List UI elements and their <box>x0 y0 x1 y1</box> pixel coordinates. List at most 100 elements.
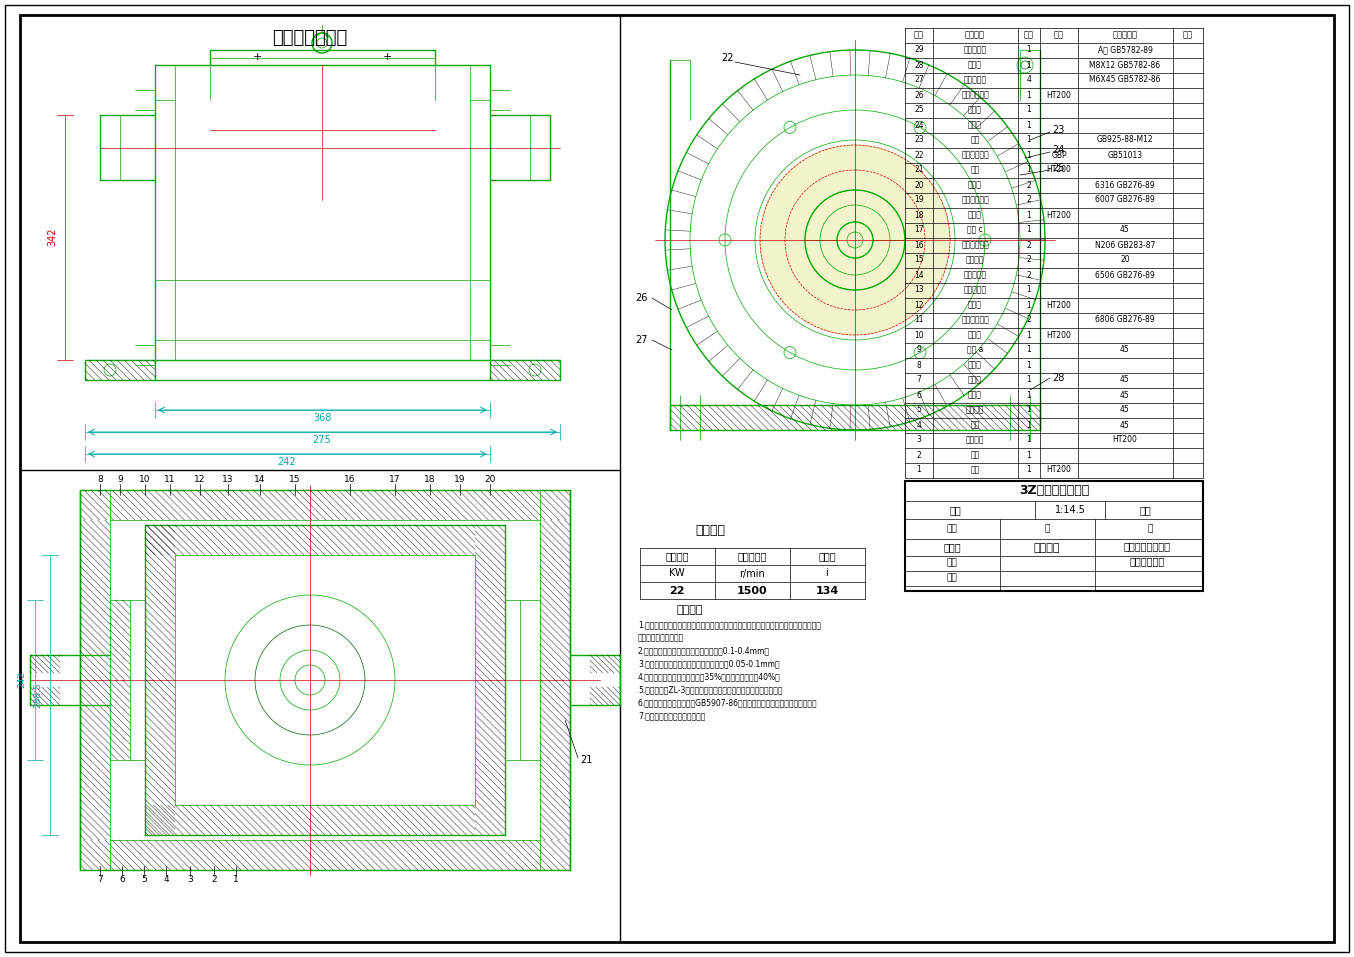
Bar <box>145 525 175 835</box>
Text: 圆柱滚子轴承: 圆柱滚子轴承 <box>961 240 988 250</box>
Text: 1: 1 <box>1026 46 1032 55</box>
Text: 6.减速箱用螺栓连接时，按GB5907-86执行，箱体和箱盖连接处应保证密封。: 6.减速箱用螺栓连接时，按GB5907-86执行，箱体和箱盖连接处应保证密封。 <box>638 699 818 707</box>
Bar <box>80 490 570 520</box>
Text: 6506 GB276-89: 6506 GB276-89 <box>1095 271 1155 279</box>
Text: 21: 21 <box>914 166 923 174</box>
Text: 14: 14 <box>914 271 923 279</box>
Text: 28: 28 <box>914 60 923 70</box>
Text: 45: 45 <box>1120 390 1129 399</box>
Text: 242: 242 <box>278 457 297 467</box>
Text: 1: 1 <box>1026 361 1032 369</box>
Text: 1: 1 <box>1026 375 1032 385</box>
Text: 圆锥滚子轴承: 圆锥滚子轴承 <box>961 91 988 100</box>
Text: 45: 45 <box>1120 406 1129 414</box>
Bar <box>475 525 505 835</box>
Text: 1: 1 <box>1026 406 1032 414</box>
Text: 图号: 图号 <box>946 524 957 533</box>
Text: 1: 1 <box>1026 136 1032 145</box>
Text: A级 GB5782-89: A级 GB5782-89 <box>1098 46 1152 55</box>
Text: 134: 134 <box>815 586 838 595</box>
Bar <box>80 840 570 870</box>
Text: 毕业设计: 毕业设计 <box>1033 543 1060 553</box>
Text: 5: 5 <box>141 876 146 884</box>
Text: 圆柱滚子轴承: 圆柱滚子轴承 <box>961 316 988 324</box>
Text: 3.滚动轴承的安装应符合规定，轴承游隙为0.05-0.1mm。: 3.滚动轴承的安装应符合规定，轴承游隙为0.05-0.1mm。 <box>638 659 780 669</box>
Text: 8: 8 <box>97 476 103 484</box>
Text: 6: 6 <box>119 876 125 884</box>
Text: 1: 1 <box>1026 330 1032 340</box>
Text: 件号: 件号 <box>914 31 923 39</box>
Text: 1: 1 <box>1026 105 1032 115</box>
Text: 大端盖: 大端盖 <box>968 60 982 70</box>
Text: 14: 14 <box>255 476 265 484</box>
Text: 23: 23 <box>1052 125 1064 135</box>
Text: 1: 1 <box>1026 60 1032 70</box>
Text: 行星轮轴: 行星轮轴 <box>965 406 984 414</box>
Text: 3: 3 <box>187 876 192 884</box>
Text: 15: 15 <box>290 476 301 484</box>
Text: 12: 12 <box>914 300 923 309</box>
Text: 密封垫片组件: 密封垫片组件 <box>961 150 988 160</box>
Text: GBP: GBP <box>1051 150 1067 160</box>
Text: 9: 9 <box>118 476 123 484</box>
Text: 13: 13 <box>914 285 923 295</box>
Text: 圆锥滚子轴承: 圆锥滚子轴承 <box>961 195 988 205</box>
Text: 1: 1 <box>1026 390 1032 399</box>
Text: 23: 23 <box>914 136 923 145</box>
Text: 17: 17 <box>389 476 401 484</box>
Text: 5: 5 <box>917 406 922 414</box>
Text: 1: 1 <box>1026 150 1032 160</box>
Text: 288.5: 288.5 <box>34 682 42 708</box>
Text: 行星齿轮: 行星齿轮 <box>965 435 984 444</box>
Text: 4.减速器运转时，油温升不超过35%，轴承温升不超过40%。: 4.减速器运转时，油温升不超过35%，轴承温升不超过40%。 <box>638 673 781 681</box>
Text: 2: 2 <box>1026 316 1032 324</box>
Text: 3: 3 <box>917 435 922 444</box>
Text: 端盖: 端盖 <box>971 166 980 174</box>
Text: 2: 2 <box>1026 240 1032 250</box>
Text: 1500: 1500 <box>737 586 768 595</box>
Text: 机械设计二班: 机械设计二班 <box>1129 556 1164 566</box>
Text: 16: 16 <box>914 240 923 250</box>
Text: 密封圈: 密封圈 <box>968 105 982 115</box>
Bar <box>670 405 1040 430</box>
Text: 18: 18 <box>424 476 436 484</box>
Text: 368: 368 <box>313 413 332 423</box>
Text: 批准: 批准 <box>946 573 957 583</box>
Text: 3Z行星齿轮减速器: 3Z行星齿轮减速器 <box>1018 484 1089 498</box>
Text: 2: 2 <box>917 451 921 459</box>
Text: 轴套 a: 轴套 a <box>967 345 983 354</box>
Text: 张: 张 <box>1147 524 1152 533</box>
Text: 45: 45 <box>1120 375 1129 385</box>
Text: 20: 20 <box>1120 256 1129 264</box>
Text: 传动比: 传动比 <box>818 551 835 562</box>
Text: 1: 1 <box>1026 345 1032 354</box>
Bar <box>904 481 1202 591</box>
Text: 标准或规格: 标准或规格 <box>1113 31 1137 39</box>
Text: 行星架齿圈: 行星架齿圈 <box>964 271 987 279</box>
Text: 件数: 件数 <box>1024 31 1034 39</box>
Text: 26: 26 <box>914 91 923 100</box>
Bar <box>490 360 561 380</box>
Text: 19: 19 <box>454 476 466 484</box>
Bar <box>110 600 130 680</box>
Text: 齿圈固定套: 齿圈固定套 <box>964 285 987 295</box>
Text: HT200: HT200 <box>1047 211 1071 219</box>
Text: 20: 20 <box>485 476 496 484</box>
Text: 6806 GB276-89: 6806 GB276-89 <box>1095 316 1155 324</box>
Text: 45: 45 <box>1120 420 1129 430</box>
Bar <box>110 680 130 760</box>
Text: 第: 第 <box>1044 524 1049 533</box>
Text: 挡板: 挡板 <box>971 420 980 430</box>
Text: 12: 12 <box>195 476 206 484</box>
Text: 1:14.5: 1:14.5 <box>1055 505 1086 515</box>
Text: 1: 1 <box>1026 435 1032 444</box>
Text: HT200: HT200 <box>1047 166 1071 174</box>
Text: 16: 16 <box>344 476 356 484</box>
Text: 备注: 备注 <box>1183 31 1193 39</box>
Text: 2: 2 <box>1026 256 1032 264</box>
Text: 2: 2 <box>1026 271 1032 279</box>
Text: 密封垫: 密封垫 <box>968 361 982 369</box>
Text: 1: 1 <box>917 465 921 475</box>
Text: +: + <box>252 52 261 62</box>
Text: M8X12 GB5782-86: M8X12 GB5782-86 <box>1090 60 1160 70</box>
